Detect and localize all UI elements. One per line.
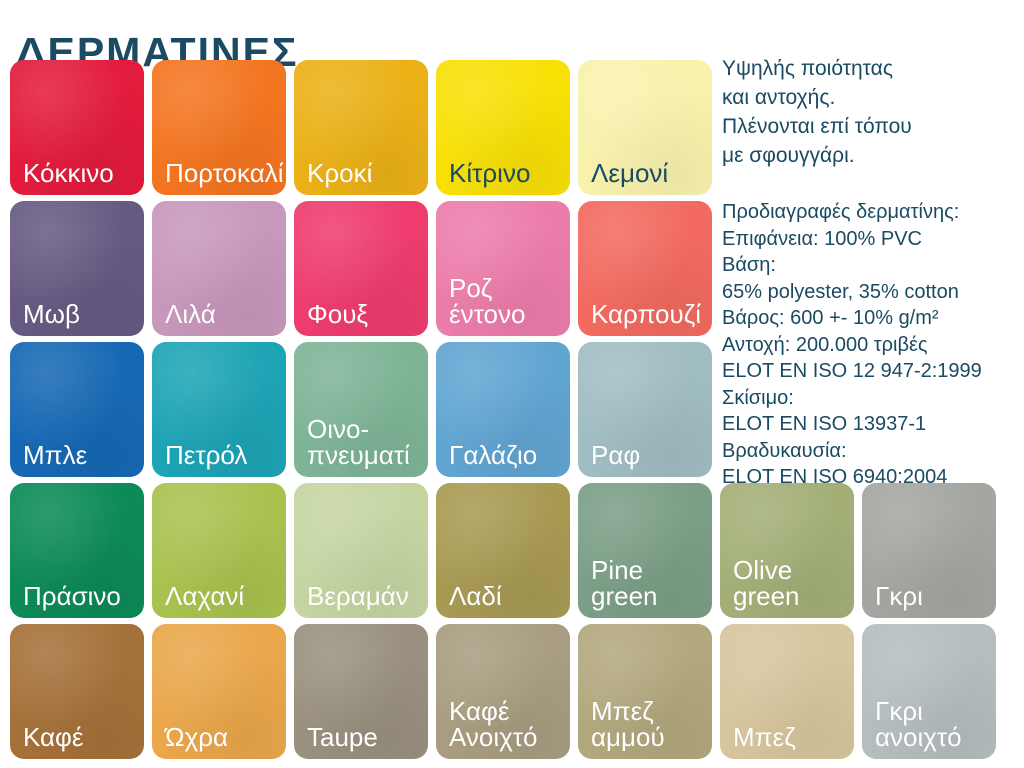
- swatch-label: Πορτοκαλί: [165, 158, 284, 188]
- color-swatch: Πετρόλ: [152, 342, 286, 477]
- swatch-label: Γκρι ανοιχτό: [875, 696, 962, 752]
- swatch-label: Γκρι: [875, 581, 923, 611]
- swatch-label: Μπεζ αμμού: [591, 696, 665, 752]
- color-swatch: Taupe: [294, 624, 428, 759]
- swatch-label: Γαλάζιο: [449, 440, 538, 470]
- swatch-label: Μπεζ: [733, 722, 796, 752]
- color-swatch: Καφέ: [10, 624, 144, 759]
- specifications-text: Προδιαγραφές δερματίνης: Επιφάνεια: 100%…: [722, 201, 982, 488]
- swatch-label: Καφέ Ανοιχτό: [449, 696, 538, 752]
- color-swatch: Φουξ: [294, 201, 428, 336]
- color-swatch: Μπεζ αμμού: [578, 624, 712, 759]
- swatch-label: Ραφ: [591, 440, 641, 470]
- swatch-label: Olive green: [733, 555, 800, 611]
- color-swatch: Πορτοκαλί: [152, 60, 286, 195]
- color-swatch: Κροκί: [294, 60, 428, 195]
- swatch-label: Κίτρινο: [449, 158, 531, 188]
- swatch-label: Taupe: [307, 722, 378, 752]
- color-swatch: Λιλά: [152, 201, 286, 336]
- swatch-grid: Κόκκινο Πορτοκαλί Κροκί Κίτρινο Λεμονί Μωβ Λιλ…: [10, 60, 996, 759]
- color-swatch: Μπλε: [10, 342, 144, 477]
- color-swatch: Κίτρινο: [436, 60, 570, 195]
- color-swatch: Γαλάζιο: [436, 342, 570, 477]
- swatch-label: Λιλά: [165, 299, 216, 329]
- swatch-label: Πετρόλ: [165, 440, 248, 470]
- color-swatch: Ραφ: [578, 342, 712, 477]
- swatch-label: Καφέ: [23, 722, 84, 752]
- color-swatch: Πράσινο: [10, 483, 144, 618]
- color-swatch: Λαχανί: [152, 483, 286, 618]
- swatch-label: Ροζ έντονο: [449, 273, 526, 329]
- swatch-label: Ώχρα: [165, 722, 229, 752]
- swatch-label: Μωβ: [23, 299, 80, 329]
- color-swatch: Olive green: [720, 483, 854, 618]
- color-swatch: Λεμονί: [578, 60, 712, 195]
- swatch-label: Pine green: [591, 555, 658, 611]
- color-swatch: Γκρι: [862, 483, 996, 618]
- swatch-label: Φουξ: [307, 299, 369, 329]
- color-swatch: Pine green: [578, 483, 712, 618]
- swatch-label: Βεραμάν: [307, 581, 409, 611]
- color-swatch: Βεραμάν: [294, 483, 428, 618]
- swatch-label: Λαχανί: [165, 581, 245, 611]
- color-swatch: Μωβ: [10, 201, 144, 336]
- color-swatch: Ώχρα: [152, 624, 286, 759]
- swatch-label: Καρπουζί: [591, 299, 701, 329]
- swatch-label: Λεμονί: [591, 158, 669, 188]
- quality-intro-text: Υψηλής ποιότητας και αντοχής. Πλένονται …: [722, 57, 912, 167]
- color-swatch: Μπεζ: [720, 624, 854, 759]
- color-swatch: Γκρι ανοιχτό: [862, 624, 996, 759]
- color-swatch: Ροζ έντονο: [436, 201, 570, 336]
- color-swatch: Κόκκινο: [10, 60, 144, 195]
- swatch-label: Κροκί: [307, 158, 373, 188]
- swatch-label: Οινο- πνευματί: [307, 414, 410, 470]
- color-swatch: Λαδί: [436, 483, 570, 618]
- color-swatch: Καρπουζί: [578, 201, 712, 336]
- swatch-label: Κόκκινο: [23, 158, 114, 188]
- swatch-label: Μπλε: [23, 440, 88, 470]
- color-swatch: Οινο- πνευματί: [294, 342, 428, 477]
- swatch-label: Πράσινο: [23, 581, 121, 611]
- color-swatch: Καφέ Ανοιχτό: [436, 624, 570, 759]
- swatch-label: Λαδί: [449, 581, 502, 611]
